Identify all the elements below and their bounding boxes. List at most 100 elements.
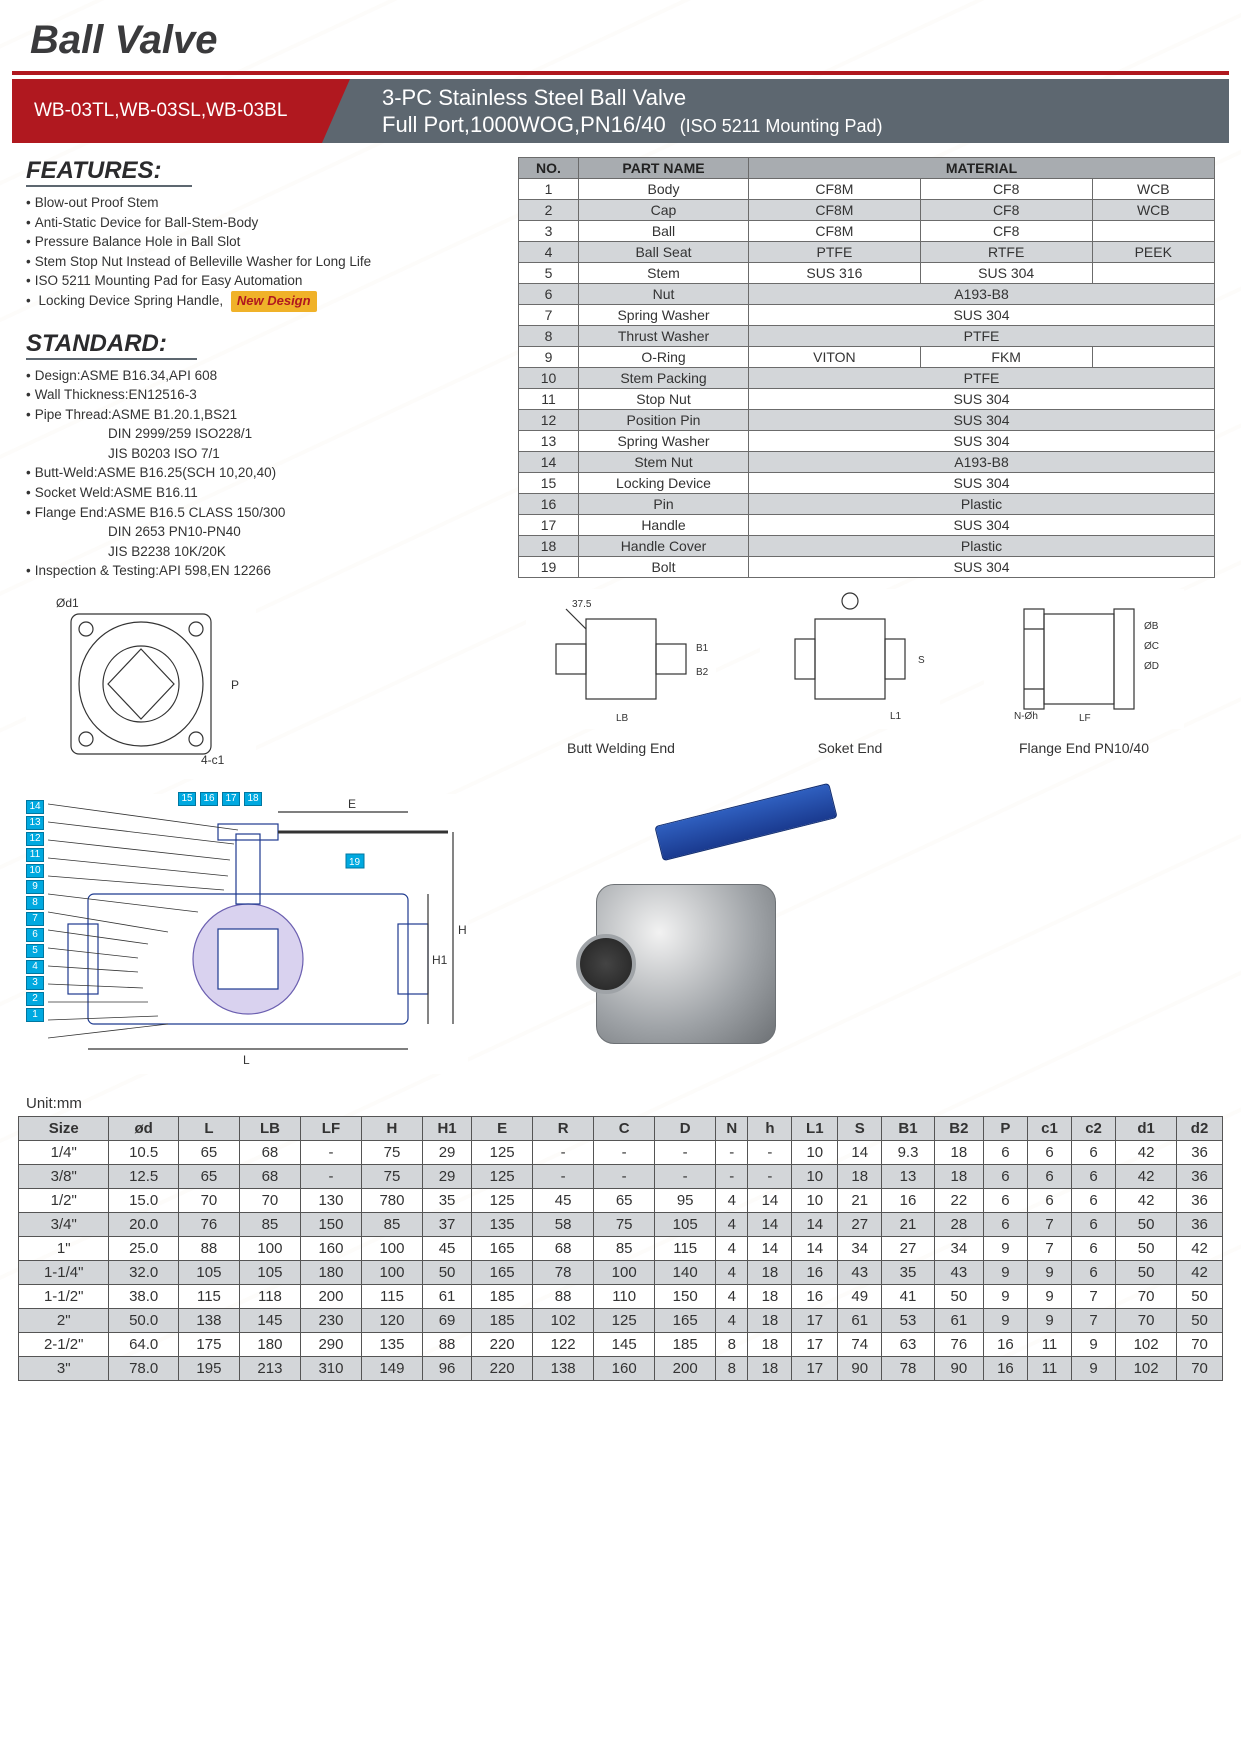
features-title: FEATURES:: [26, 157, 192, 187]
handle-illustration: [654, 783, 837, 861]
parts-row: 15Locking DeviceSUS 304: [519, 473, 1215, 494]
standard-title: STANDARD:: [26, 330, 197, 360]
standard-item: Inspection & Testing:API 598,EN 12266: [26, 561, 506, 581]
features-item: Pressure Balance Hole in Ball Slot: [26, 232, 506, 252]
dims-header: H: [361, 1116, 422, 1140]
callout: 13: [26, 816, 44, 830]
sku-band: WB-03TL,WB-03SL,WB-03BL: [12, 79, 322, 143]
parts-row: 3BallCF8MCF8: [519, 221, 1215, 242]
svg-text:37.5: 37.5: [572, 599, 592, 610]
dimensions-table: SizeødLLBLFHH1ERCDNhL1SB1B2Pc1c2d1d21/4"…: [18, 1116, 1223, 1381]
parts-row: 18Handle CoverPlastic: [519, 536, 1215, 557]
standard-section: STANDARD: Design:ASME B16.34,API 608Wall…: [26, 330, 506, 581]
section-drawing: 1413121110987654321 15161718: [26, 794, 468, 1079]
iso-label-p: P: [231, 678, 239, 692]
parts-row: 14Stem NutA193-B8: [519, 452, 1215, 473]
page-title: Ball Valve: [0, 0, 1241, 71]
callout: 6: [26, 928, 44, 942]
features-locking: Locking Device Spring Handle, New Design: [26, 291, 506, 312]
unit-label: Unit:mm: [0, 1085, 1241, 1116]
callout: 16: [200, 792, 218, 806]
dims-header: c2: [1072, 1116, 1116, 1140]
svg-text:B2: B2: [696, 667, 709, 678]
parts-row: 9O-RingVITONFKM: [519, 347, 1215, 368]
end-caption-socket: Soket End: [760, 740, 940, 756]
parts-row: 13Spring WasherSUS 304: [519, 431, 1215, 452]
svg-text:H1: H1: [432, 953, 448, 967]
features-item: Blow-out Proof Stem: [26, 193, 506, 213]
dims-header: c1: [1027, 1116, 1071, 1140]
parts-row: 4Ball SeatPTFERTFEPEEK: [519, 242, 1215, 263]
dims-header: L1: [792, 1116, 838, 1140]
standard-item: JIS B2238 10K/20K: [26, 542, 506, 562]
dims-header: C: [594, 1116, 655, 1140]
standard-item: DIN 2999/259 ISO228/1: [26, 424, 506, 444]
desc-line1: 3-PC Stainless Steel Ball Valve: [382, 84, 1229, 112]
svg-text:L1: L1: [890, 711, 902, 722]
callout: 10: [26, 864, 44, 878]
valve-photo: [536, 794, 836, 1064]
parts-row: 19BoltSUS 304: [519, 557, 1215, 578]
dims-header: E: [472, 1116, 533, 1140]
callout: 4: [26, 960, 44, 974]
dims-row: 2"50.01381452301206918510212516541817615…: [19, 1308, 1223, 1332]
iso-label-4c1: 4-c1: [201, 753, 225, 767]
dims-header: R: [533, 1116, 594, 1140]
dims-row: 3/4"20.076851508537135587510541414272128…: [19, 1212, 1223, 1236]
dims-header: B2: [934, 1116, 983, 1140]
parts-row: 10Stem PackingPTFE: [519, 368, 1215, 389]
parts-row: 1BodyCF8MCF8WCB: [519, 179, 1215, 200]
header-band: WB-03TL,WB-03SL,WB-03BL 3-PC Stainless S…: [12, 79, 1229, 143]
features-item: ISO 5211 Mounting Pad for Easy Automatio…: [26, 271, 506, 291]
dims-row: 2-1/2"64.0175180290135882201221451858181…: [19, 1332, 1223, 1356]
parts-row: 2CapCF8MCF8WCB: [519, 200, 1215, 221]
iso-pad-drawing: Ød1 P 4-c1: [26, 589, 256, 779]
dims-row: 1-1/2"38.0115118200115611858811015041816…: [19, 1284, 1223, 1308]
features-item: Anti-Static Device for Ball-Stem-Body: [26, 213, 506, 233]
callout: 18: [244, 792, 262, 806]
dims-row: 3/8"12.56568-7529125-----101813186664236: [19, 1164, 1223, 1188]
end-caption-butt: Butt Welding End: [526, 740, 716, 756]
parts-table: NO.PART NAMEMATERIAL1BodyCF8MCF8WCB2CapC…: [518, 157, 1215, 578]
svg-text:B1: B1: [696, 643, 709, 654]
svg-text:ØB: ØB: [1144, 621, 1159, 632]
svg-text:LB: LB: [616, 713, 629, 724]
svg-text:L: L: [243, 1053, 250, 1067]
standard-item: Socket Weld:ASME B16.11: [26, 483, 506, 503]
iso-label-d1: Ød1: [56, 596, 79, 610]
end-caption-flange: Flange End PN10/40: [984, 740, 1184, 756]
parts-row: 5StemSUS 316SUS 304: [519, 263, 1215, 284]
new-design-tag: New Design: [231, 291, 317, 312]
callout: 3: [26, 976, 44, 990]
dims-header: P: [983, 1116, 1027, 1140]
dims-header: h: [748, 1116, 792, 1140]
callout: 9: [26, 880, 44, 894]
description-band: 3-PC Stainless Steel Ball Valve Full Por…: [322, 79, 1229, 143]
end-view-socket: S L1 Soket End: [760, 589, 940, 756]
callout: 15: [178, 792, 196, 806]
dims-row: 1-1/4"32.0105105180100501657810014041816…: [19, 1260, 1223, 1284]
title-rule: [12, 71, 1229, 75]
parts-row: 17HandleSUS 304: [519, 515, 1215, 536]
desc-line2: Full Port,1000WOG,PN16/40: [382, 111, 666, 139]
parts-row: 12Position PinSUS 304: [519, 410, 1215, 431]
dims-header: LB: [239, 1116, 300, 1140]
end-view-flange: ØB ØC ØD N-Øh LF Flange End PN10/40: [984, 589, 1184, 756]
callout: 17: [222, 792, 240, 806]
callout: 8: [26, 896, 44, 910]
callout: 14: [26, 800, 44, 814]
callout: 5: [26, 944, 44, 958]
svg-text:N-Øh: N-Øh: [1014, 711, 1038, 722]
callout: 11: [26, 848, 44, 862]
svg-text:ØC: ØC: [1144, 641, 1159, 652]
parts-row: 11Stop NutSUS 304: [519, 389, 1215, 410]
dims-header: d1: [1116, 1116, 1177, 1140]
callout: 7: [26, 912, 44, 926]
standard-item: Flange End:ASME B16.5 CLASS 150/300: [26, 503, 506, 523]
valve-port-illustration: [576, 934, 636, 994]
parts-row: 7Spring WasherSUS 304: [519, 305, 1215, 326]
callout: 12: [26, 832, 44, 846]
svg-text:ØD: ØD: [1144, 661, 1159, 672]
callout-19: 19: [346, 854, 364, 868]
standard-item: Design:ASME B16.34,API 608: [26, 366, 506, 386]
